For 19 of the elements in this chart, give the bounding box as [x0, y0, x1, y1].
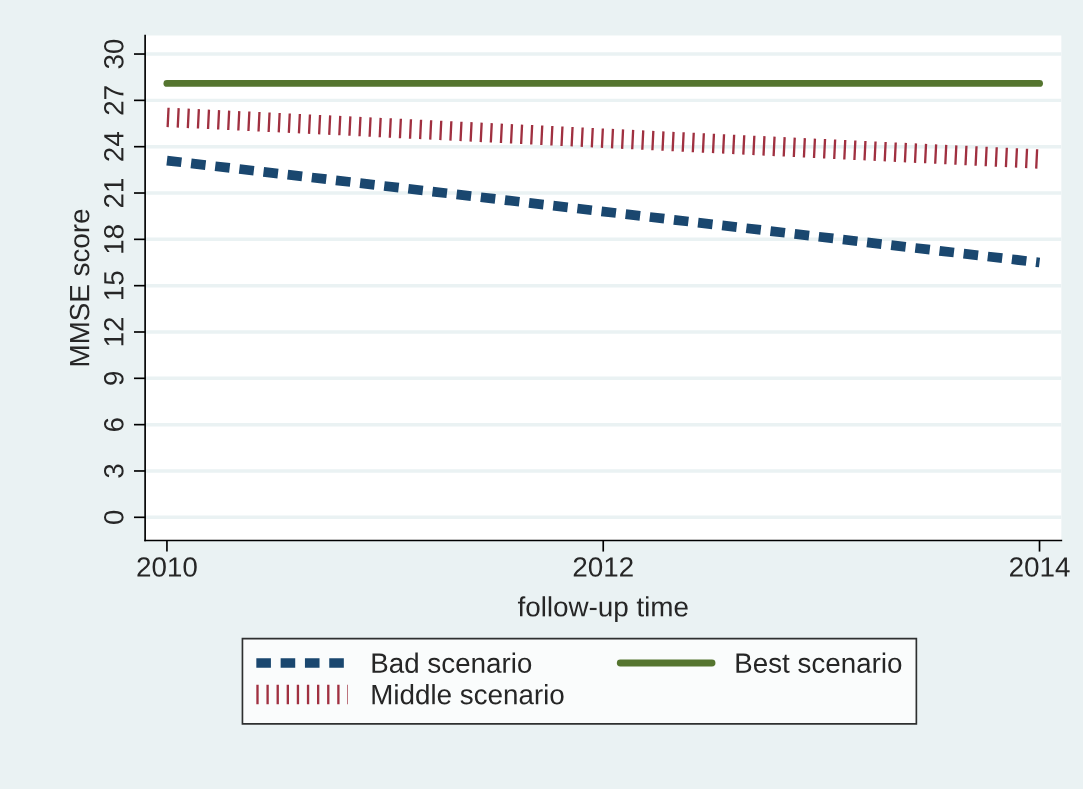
y-tick-label: 3: [103, 464, 124, 478]
y-tick-label: 6: [103, 418, 124, 431]
x-tick-label: 2014: [1010, 557, 1070, 577]
y-tick-label: 27: [103, 86, 124, 115]
legend-label: Middle scenario: [372, 684, 564, 705]
y-tick-label: 24: [103, 132, 124, 161]
y-tick-label: 9: [103, 371, 124, 385]
x-tick-label: 2012: [573, 557, 633, 577]
y-tick-label: 15: [104, 271, 124, 299]
legend-label: Bad scenario: [372, 652, 532, 673]
y-tick-label: 0: [103, 510, 124, 524]
y-tick-label: 12: [103, 317, 124, 346]
x-tick-label: 2010: [137, 557, 197, 577]
y-tick-label: 18: [103, 225, 124, 253]
legend-label: Best scenario: [736, 652, 902, 673]
x-axis-title: follow-up time: [517, 596, 688, 623]
y-tick-label: 21: [103, 178, 124, 208]
y-tick-label: 30: [103, 39, 124, 69]
y-axis-title: MMSE score: [69, 209, 90, 366]
